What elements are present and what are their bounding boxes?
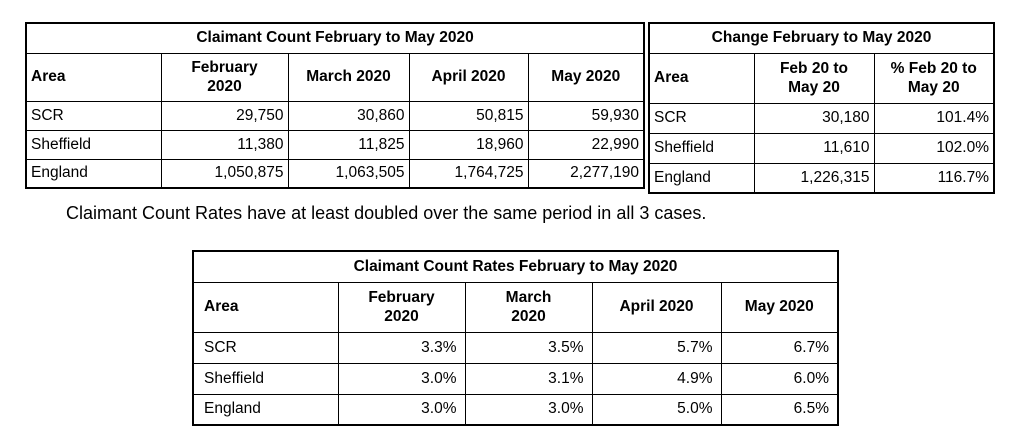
- value-cell: 11,380: [160, 129, 289, 160]
- claimant-count-table-title: Claimant Count February to May 2020: [25, 22, 645, 54]
- col-header-area: Area: [192, 281, 339, 333]
- value-cell: 11,825: [287, 129, 410, 160]
- value-cell: 22,990: [527, 129, 645, 160]
- area-cell: England: [648, 162, 755, 194]
- claimant-count-title-row: Claimant Count February to May 2020: [25, 22, 645, 54]
- value-cell: 18,960: [408, 129, 529, 160]
- change-table: Change February to May 2020 Area Feb 20 …: [648, 22, 995, 194]
- area-cell: Sheffield: [25, 129, 162, 160]
- area-cell: England: [25, 158, 162, 189]
- area-cell: SCR: [648, 102, 755, 134]
- col-header-february-2020: February 2020: [337, 281, 466, 333]
- value-cell: 1,226,315: [753, 162, 875, 194]
- change-header-row: Area Feb 20 to May 20 % Feb 20 to May 20: [648, 52, 995, 104]
- value-cell: 3.1%: [464, 362, 593, 395]
- value-cell: 50,815: [408, 100, 529, 131]
- rates-table-title: Claimant Count Rates February to May 202…: [192, 250, 839, 283]
- col-header-feb-to-may: Feb 20 to May 20: [753, 52, 875, 104]
- rates-header-row: Area February 2020 March 2020 April 2020…: [192, 281, 839, 333]
- col-header-march-2020: March 2020: [287, 52, 410, 102]
- col-header-may-2020: May 2020: [720, 281, 839, 333]
- value-cell: 6.0%: [720, 362, 839, 395]
- table-row-sheffield: Sheffield 11,610 102.0%: [648, 132, 995, 164]
- value-cell: 5.7%: [591, 331, 722, 364]
- value-cell: 116.7%: [873, 162, 995, 194]
- col-header-april-2020: April 2020: [591, 281, 722, 333]
- area-cell: England: [192, 393, 339, 426]
- col-header-march-2020: March 2020: [464, 281, 593, 333]
- value-cell: 30,860: [287, 100, 410, 131]
- value-cell: 101.4%: [873, 102, 995, 134]
- change-table-title: Change February to May 2020: [648, 22, 995, 54]
- value-cell: 6.5%: [720, 393, 839, 426]
- area-cell: Sheffield: [192, 362, 339, 395]
- table-row-england: England 3.0% 3.0% 5.0% 6.5%: [192, 393, 839, 426]
- col-header-may-2020: May 2020: [527, 52, 645, 102]
- value-cell: 1,050,875: [160, 158, 289, 189]
- value-cell: 102.0%: [873, 132, 995, 164]
- value-cell: 30,180: [753, 102, 875, 134]
- value-cell: 5.0%: [591, 393, 722, 426]
- value-cell: 3.5%: [464, 331, 593, 364]
- value-cell: 1,063,505: [287, 158, 410, 189]
- value-cell: 59,930: [527, 100, 645, 131]
- table-row-sheffield: Sheffield 3.0% 3.1% 4.9% 6.0%: [192, 362, 839, 395]
- value-cell: 11,610: [753, 132, 875, 164]
- area-cell: SCR: [25, 100, 162, 131]
- value-cell: 29,750: [160, 100, 289, 131]
- value-cell: 6.7%: [720, 331, 839, 364]
- value-cell: 3.0%: [337, 393, 466, 426]
- col-header-area: Area: [648, 52, 755, 104]
- note-text: Claimant Count Rates have at least doubl…: [66, 203, 707, 223]
- change-title-row: Change February to May 2020: [648, 22, 995, 54]
- value-cell: 3.0%: [464, 393, 593, 426]
- value-cell: 3.3%: [337, 331, 466, 364]
- value-cell: 2,277,190: [527, 158, 645, 189]
- table-row-scr: SCR 3.3% 3.5% 5.7% 6.7%: [192, 331, 839, 364]
- area-cell: Sheffield: [648, 132, 755, 164]
- table-row-england: England 1,226,315 116.7%: [648, 162, 995, 194]
- area-cell: SCR: [192, 331, 339, 364]
- col-header-april-2020: April 2020: [408, 52, 529, 102]
- value-cell: 1,764,725: [408, 158, 529, 189]
- table-row-england: England 1,050,875 1,063,505 1,764,725 2,…: [25, 158, 645, 189]
- col-header-february-2020: February 2020: [160, 52, 289, 102]
- table-row-scr: SCR 29,750 30,860 50,815 59,930: [25, 100, 645, 131]
- table-row-scr: SCR 30,180 101.4%: [648, 102, 995, 134]
- col-header-pct-feb-to-may: % Feb 20 to May 20: [873, 52, 995, 104]
- claimant-count-header-row: Area February 2020 March 2020 April 2020…: [25, 52, 645, 102]
- value-cell: 3.0%: [337, 362, 466, 395]
- col-header-area: Area: [25, 52, 162, 102]
- claimant-count-rates-table: Claimant Count Rates February to May 202…: [192, 250, 840, 426]
- rates-title-row: Claimant Count Rates February to May 202…: [192, 250, 839, 283]
- value-cell: 4.9%: [591, 362, 722, 395]
- claimant-count-table: Claimant Count February to May 2020 Area…: [25, 22, 646, 189]
- table-row-sheffield: Sheffield 11,380 11,825 18,960 22,990: [25, 129, 645, 160]
